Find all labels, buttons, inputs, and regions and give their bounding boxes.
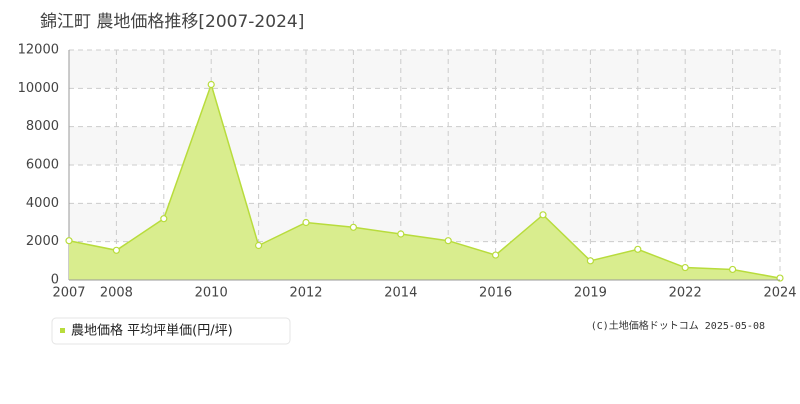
- x-tick-label: 2007: [52, 286, 85, 301]
- chart-title: 錦江町 農地価格推移[2007-2024]: [40, 12, 304, 32]
- band: [69, 126, 780, 165]
- point: [349, 223, 357, 231]
- x-tick-label: 2016: [479, 286, 512, 301]
- x-tick-label: 2008: [100, 286, 133, 301]
- point: [586, 257, 595, 265]
- x-tick-label: 2010: [195, 286, 228, 301]
- point: [160, 215, 168, 223]
- y-tick-label: 0: [51, 273, 59, 288]
- y-tick-label: 10000: [18, 81, 59, 96]
- point: [397, 230, 405, 238]
- y-tick-label: 4000: [26, 196, 59, 211]
- point: [634, 245, 642, 253]
- point: [539, 211, 547, 219]
- legend-box: [51, 317, 291, 345]
- point: [255, 241, 263, 250]
- point: [444, 237, 452, 245]
- footer: (C)土地価格ドットコム 2025-05-08: [591, 319, 765, 332]
- x-tick-label: 2022: [669, 286, 702, 301]
- point: [112, 246, 121, 254]
- y-tick-label: 8000: [26, 119, 59, 134]
- x-tick-label: 2019: [574, 286, 607, 301]
- x-tick-label: 2024: [763, 286, 796, 301]
- point: [728, 265, 737, 274]
- point: [207, 80, 215, 89]
- line: [68, 82, 781, 279]
- y-tick-label: 12000: [18, 43, 59, 58]
- x-tick-label: 2012: [289, 286, 322, 301]
- legend-label: 農地価格 平均坪単価(円/坪): [71, 323, 233, 339]
- point: [681, 263, 689, 272]
- point: [302, 218, 310, 227]
- point: [492, 251, 500, 259]
- legend-swatch: [60, 328, 65, 333]
- band: [69, 50, 780, 89]
- y-tick-label: 2000: [26, 234, 59, 249]
- y-tick-label: 6000: [26, 158, 59, 173]
- point: [65, 237, 73, 245]
- area: [69, 84, 780, 280]
- x-tick-label: 2014: [384, 286, 417, 301]
